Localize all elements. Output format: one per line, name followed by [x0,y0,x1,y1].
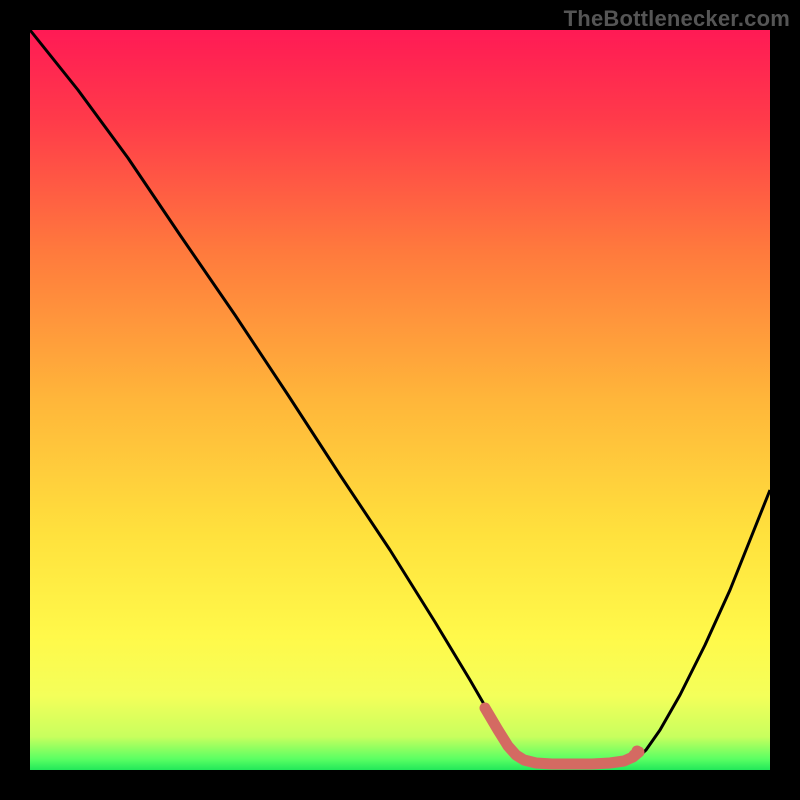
plot-background [30,30,770,770]
watermark-text: TheBottlenecker.com [564,6,790,32]
chart-frame [0,0,800,800]
band-dot [632,746,643,757]
chart-svg [0,0,800,800]
